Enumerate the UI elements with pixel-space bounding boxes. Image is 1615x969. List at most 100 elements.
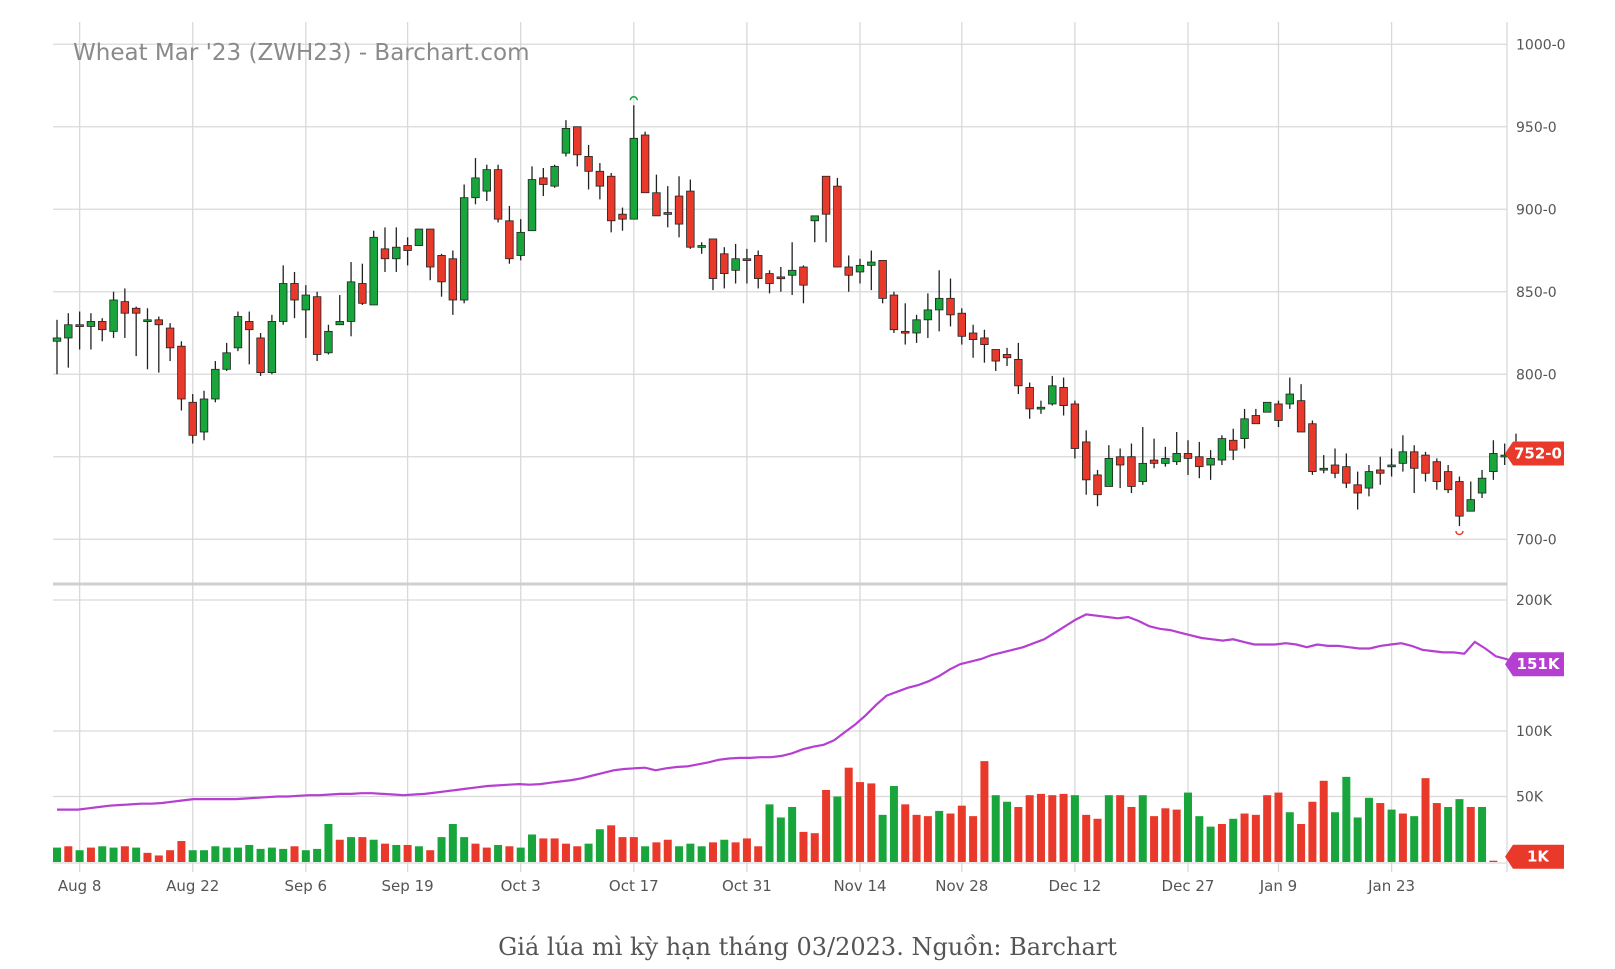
- volume-bar: [414, 846, 423, 862]
- candle-body: [335, 321, 344, 326]
- volume-bar: [595, 829, 604, 862]
- volume-bar: [1297, 824, 1306, 862]
- candle: [889, 291, 899, 333]
- candle: [109, 291, 118, 338]
- candle: [414, 228, 424, 246]
- candle-body: [957, 312, 966, 337]
- candle: [550, 164, 559, 188]
- volume-bar: [731, 842, 740, 862]
- volume-bar: [75, 850, 84, 862]
- candle-body: [109, 299, 118, 332]
- volume-bar: [980, 761, 989, 862]
- candle: [471, 158, 480, 205]
- volume-bar: [120, 846, 129, 862]
- x-tick-label: Oct 31: [722, 877, 772, 895]
- candle: [346, 262, 356, 337]
- last-price-badge: 752-0: [1505, 441, 1564, 466]
- volume-bar: [516, 847, 525, 862]
- candle: [301, 285, 311, 338]
- volume-bar: [1274, 792, 1283, 862]
- candle: [233, 311, 243, 352]
- volume-bar: [1466, 806, 1475, 862]
- volume-bar: [177, 841, 186, 862]
- candle: [505, 205, 514, 264]
- candle: [720, 247, 729, 289]
- candle: [245, 311, 254, 365]
- price-tick-label: 1000-0: [1516, 37, 1566, 53]
- candle: [1070, 400, 1080, 459]
- candle-body: [1149, 459, 1159, 464]
- candle: [1330, 448, 1340, 479]
- price-tick-label: 950-0: [1516, 120, 1557, 136]
- open-interest-badge-text: 151K: [1517, 655, 1561, 673]
- candle: [674, 176, 684, 238]
- candle-body: [1059, 387, 1068, 407]
- x-tick-label: Jan 23: [1367, 877, 1415, 895]
- candle: [867, 250, 876, 291]
- candle-body: [493, 169, 503, 220]
- candle-body: [1421, 454, 1430, 474]
- volume-bar: [53, 847, 61, 862]
- candle-body: [165, 327, 175, 349]
- candle-body: [1410, 451, 1419, 469]
- x-tick-label: Aug 22: [166, 877, 219, 895]
- volume-tick-label: 100K: [1516, 724, 1553, 740]
- candle: [312, 291, 322, 362]
- candle: [606, 172, 616, 233]
- candle-body: [833, 185, 842, 268]
- candle: [1398, 435, 1408, 472]
- candle: [968, 324, 978, 358]
- candle: [1489, 440, 1498, 480]
- volume-bar: [1376, 803, 1385, 862]
- candle-body: [380, 248, 390, 260]
- candle: [188, 394, 197, 444]
- volume-bar: [788, 806, 797, 862]
- volume-bar: [799, 831, 808, 862]
- volume-bar: [1116, 795, 1125, 862]
- price-tick-label: 850-0: [1516, 285, 1557, 301]
- volume-bar: [946, 813, 955, 862]
- candle-body: [222, 352, 231, 370]
- volume-bar: [1206, 826, 1215, 862]
- volume-bar: [1138, 795, 1147, 862]
- volume-bar: [686, 843, 695, 862]
- candle: [324, 324, 333, 355]
- candle-body: [1025, 387, 1034, 410]
- volume-bar: [1432, 803, 1441, 862]
- candle: [143, 308, 152, 370]
- volume-bar: [86, 847, 95, 862]
- candle-body: [844, 266, 853, 276]
- candle-body: [878, 259, 887, 299]
- candle: [946, 278, 955, 327]
- candle-body: [980, 337, 989, 345]
- volume-bar: [1172, 809, 1181, 862]
- volume-bar: [403, 844, 412, 862]
- volume-bar: [437, 837, 446, 862]
- candle: [1387, 448, 1396, 477]
- volume-bar: [889, 786, 898, 862]
- candle: [222, 342, 231, 371]
- candle-body: [1048, 385, 1057, 405]
- candle-body: [1330, 464, 1340, 474]
- candle-body: [414, 228, 424, 246]
- candle: [1195, 441, 1204, 479]
- candle-body: [301, 294, 311, 311]
- candle-body: [1353, 484, 1362, 494]
- x-tick-label: Dec 27: [1162, 877, 1215, 895]
- candle: [267, 314, 277, 375]
- candle: [912, 314, 921, 343]
- x-tick-label: Aug 8: [58, 877, 102, 895]
- volume-bar: [969, 816, 978, 862]
- volume-bar: [1059, 793, 1068, 862]
- candle-body: [595, 170, 605, 187]
- candle: [957, 308, 966, 345]
- candle: [1217, 435, 1227, 465]
- candle-body: [1138, 462, 1147, 482]
- candle-body: [448, 258, 458, 301]
- volume-bar: [211, 846, 220, 862]
- candle: [1093, 469, 1102, 507]
- volume-bar: [1240, 813, 1249, 862]
- candle-body: [52, 337, 62, 342]
- volume-bar: [369, 839, 378, 862]
